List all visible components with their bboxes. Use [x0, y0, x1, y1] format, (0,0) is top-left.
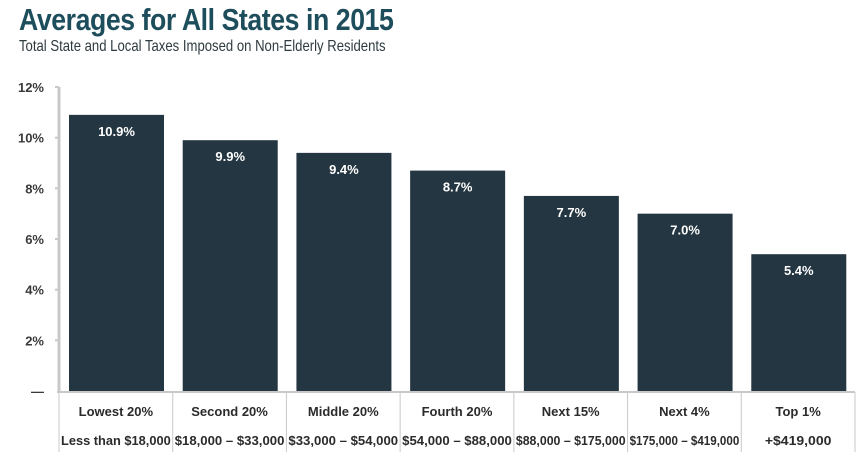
bar	[637, 213, 733, 391]
bar-value-label: 7.0%	[670, 223, 700, 238]
x-category-label: Next 15%	[542, 404, 600, 419]
y-tick-label: 8%	[25, 181, 44, 196]
y-tick-label: 6%	[25, 232, 44, 247]
bar-value-label: 5.4%	[784, 263, 814, 278]
bar	[296, 152, 392, 391]
x-category-label: Lowest 20%	[79, 404, 154, 419]
y-tick-label: 2%	[25, 333, 44, 348]
x-category-label: Second 20%	[191, 404, 268, 419]
bar	[182, 140, 278, 391]
bar-value-label: 7.7%	[557, 205, 587, 220]
x-income-range-label: $33,000 – $54,000	[288, 434, 398, 448]
x-income-range-label: +$419,000	[765, 434, 832, 448]
bar	[523, 195, 619, 391]
bar-value-label: 10.9%	[98, 124, 135, 139]
y-tick-label: 12%	[18, 80, 44, 95]
x-income-range-label: $175,000 – $419,000	[630, 434, 740, 448]
bar	[69, 114, 164, 391]
bar-value-label: 9.9%	[215, 149, 245, 164]
chart-title: Averages for All States in 2015	[19, 2, 394, 37]
bar	[410, 170, 506, 391]
y-tick-label: 10%	[18, 131, 44, 146]
x-income-range-label: $54,000 – $88,000	[402, 434, 512, 448]
y-tick-label: 4%	[25, 283, 44, 298]
bars: 10.9% 9.9% 9.4% 8.7% 7.7% 7.0% 5.4%	[69, 114, 847, 391]
bar	[751, 254, 847, 391]
x-axis-table: Lowest 20% Less than $18,000 Second 20% $18…	[57, 391, 856, 452]
x-category-label: Fourth 20%	[422, 404, 493, 419]
chart-subtitle: Total State and Local Taxes Imposed on N…	[19, 38, 386, 55]
x-category-label: Top 1%	[776, 404, 822, 419]
bar-value-label: 8.7%	[443, 180, 473, 195]
x-category-label: Next 4%	[659, 404, 710, 419]
y-tick-label: —	[31, 384, 44, 399]
x-category-label: Middle 20%	[308, 404, 379, 419]
bar-value-label: 9.4%	[329, 162, 359, 177]
x-income-range-label: Less than $18,000	[61, 434, 171, 448]
x-income-range-label: $88,000 – $175,000	[516, 434, 626, 448]
x-income-range-label: $18,000 – $33,000	[175, 434, 285, 448]
y-axis: — 2% 4% 6% 8% 10% 12%	[18, 80, 61, 399]
